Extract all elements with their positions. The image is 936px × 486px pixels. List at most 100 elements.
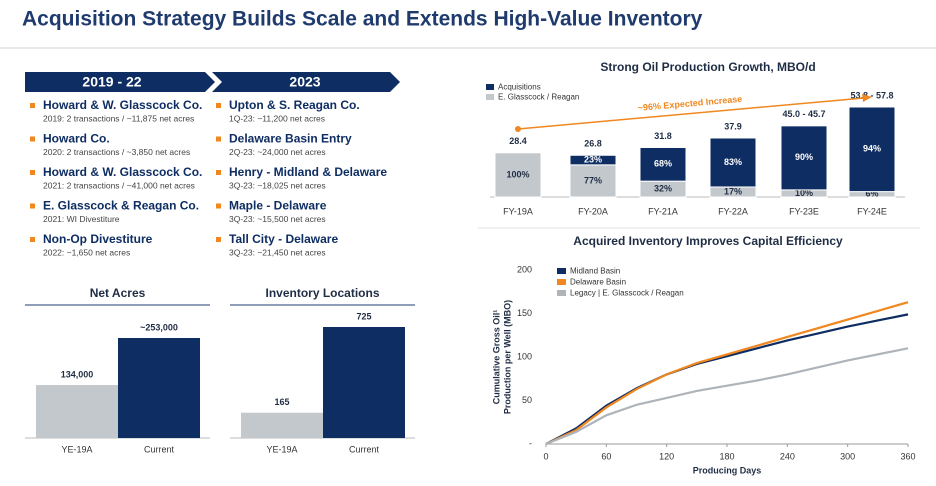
x-tick-label: FY-23E [789,206,819,216]
y-tick-label: 100 [517,351,532,361]
item-name: Delaware Basin Entry [229,132,352,146]
item-detail: 2022: ~1,650 net acres [43,247,130,257]
bullet [216,237,221,242]
bar-segment [709,137,757,188]
legend-label: Acquisitions [498,83,541,92]
item-detail: 1Q-23: ~11,200 net acres [229,113,325,123]
item-name: Henry - Midland & Delaware [229,165,387,179]
segment-label: 100% [506,169,529,179]
x-tick-label: FY-21A [648,206,678,216]
value-label: 725 [356,311,371,321]
bullet [30,103,35,108]
item-detail: 2021: 2 transactions / ~41,000 net acres [43,180,195,190]
value-label: 165 [274,397,289,407]
item-name: Howard Co. [43,132,110,146]
x-tick-label: FY-20A [578,206,608,216]
bar-segment [569,154,617,166]
line-series [545,313,909,445]
slide-title: Acquisition Strategy Builds Scale and Ex… [22,8,703,31]
chevron [25,72,215,92]
segment-label: 90% [795,152,813,162]
y-tick-label: 150 [517,308,532,318]
item-name: E. Glasscock & Reagan Co. [43,199,199,213]
segment-label: 17% [724,186,742,196]
chart-title: Strong Oil Production Growth, MBO/d [600,60,815,74]
bar-segment [780,125,828,191]
x-tick-label: Current [144,444,175,454]
bullet [216,136,221,142]
legend-label: E. Glasscock / Reagan [498,93,579,102]
item-detail: 3Q-23: ~15,500 net acres [229,214,326,224]
legend-label: Delaware Basin [570,278,626,287]
item-name: Upton & S. Reagan Co. [229,98,360,112]
x-tick-label: FY-19A [503,206,533,216]
x-tick-label: 360 [900,451,915,461]
item-detail: 3Q-23: ~21,450 net acres [229,247,326,257]
item-detail: 3Q-23: ~18,025 net acres [229,180,326,190]
bullet [30,203,35,209]
x-tick-label: 240 [780,451,795,461]
segment-label: 6% [865,189,878,199]
legend-swatch [557,290,566,296]
chevron [212,72,400,92]
y-tick-label: 50 [522,395,532,405]
arrow-start [515,126,521,132]
bar [241,412,323,438]
segment-label: 10% [795,188,813,198]
x-tick-label: Current [349,444,380,454]
segment-label: 68% [654,159,672,169]
legend-swatch [557,279,566,285]
bullet [216,203,221,209]
legend-swatch [486,84,494,90]
bar-segment [639,146,687,182]
item-name: Maple - Delaware [229,199,327,213]
bullet [30,136,35,142]
x-tick-label: 300 [840,451,855,461]
chart-title: Net Acres [90,286,146,300]
bullet [30,237,35,242]
item-name: Howard & W. Glasscock Co. [43,165,202,179]
item-detail: 2Q-23: ~24,000 net acres [229,147,326,157]
chart-title: Acquired Inventory Improves Capital Effi… [573,234,843,248]
y-axis-title: Cumulative Gross Oil¹ [491,310,501,405]
bar [323,327,405,438]
total-label: 28.4 [509,136,527,146]
item-name: Tall City - Delaware [229,232,338,246]
total-label: 31.8 [654,131,672,141]
legend-swatch [557,268,566,274]
value-label: ~253,000 [140,322,178,332]
x-tick-label: 0 [543,451,548,461]
bullet [30,170,35,175]
total-label: 53.8 - 57.8 [850,90,893,100]
segment-label: 23% [584,154,602,164]
x-tick-label: 180 [719,451,734,461]
period-label: 2019 - 22 [82,74,141,90]
legend-swatch [486,94,494,100]
x-tick-label: YE-19A [61,444,92,454]
arrow-head [862,94,872,102]
x-tick-label: 60 [601,451,611,461]
x-tick-label: YE-19A [266,444,297,454]
x-tick-label: FY-24E [857,206,887,216]
value-label: 134,000 [61,369,94,379]
total-label: 37.9 [724,121,742,131]
item-name: Howard & W. Glasscock Co. [43,98,202,112]
line-series [545,347,909,446]
segment-label: 94% [863,144,881,154]
segment-label: 77% [584,175,602,185]
legend-label: Legacy | E. Glasscock / Reagan [570,289,684,298]
line-series [545,301,909,445]
y-tick-label: 200 [517,264,532,274]
x-axis-title: Producing Days [693,465,762,475]
bar [118,338,200,438]
chart-title: Inventory Locations [265,286,379,300]
item-detail: 2021: WI Divestiture [43,214,120,224]
bullet [216,103,221,108]
bar-segment [848,106,896,193]
total-label: 45.0 - 45.7 [782,109,825,119]
segment-label: 32% [654,183,672,193]
item-name: Non-Op Divestiture [43,232,153,246]
bar [36,385,118,438]
bullet [216,170,221,175]
